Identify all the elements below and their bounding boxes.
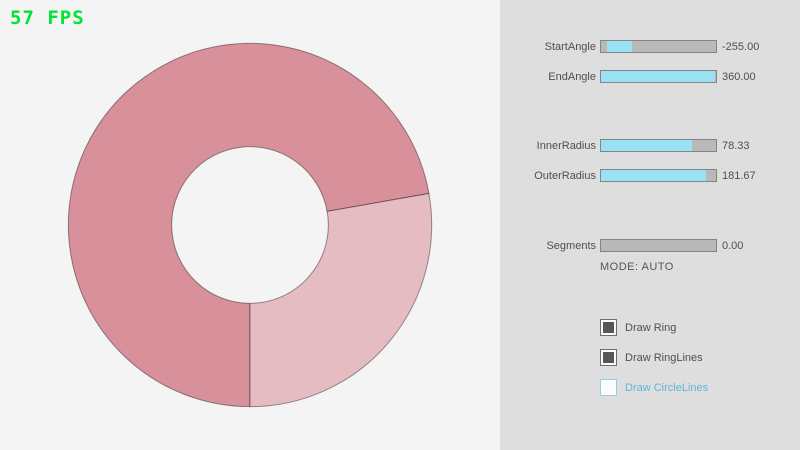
start-angle-value: -255.00 (722, 41, 760, 53)
segments-slider[interactable] (600, 239, 717, 252)
outer-radius-label: OuterRadius (534, 170, 596, 182)
start-angle-slider[interactable] (600, 40, 717, 53)
mode-label: MODE: AUTO (600, 261, 674, 273)
segments-value: 0.00 (722, 240, 744, 252)
inner-radius-slider[interactable] (600, 139, 717, 152)
draw-circlelines-checkbox[interactable] (600, 379, 617, 396)
end-angle-slider-fill (601, 71, 715, 82)
outer-radius-slider-fill (601, 170, 706, 181)
inner-radius-label: InnerRadius (536, 140, 596, 152)
start-angle-slider-fill (606, 41, 633, 52)
segments-label: Segments (546, 240, 596, 252)
draw-circlelines-label: Draw CircleLines (625, 382, 709, 394)
ring-sector-dark (67, 42, 430, 408)
inner-radius-value: 78.33 (722, 140, 750, 152)
draw-ringlines-checkbox[interactable] (600, 349, 617, 366)
draw-ringlines-label: Draw RingLines (625, 352, 703, 364)
start-angle-label: StartAngle (544, 41, 596, 53)
ring-sector-light (249, 192, 433, 408)
draw-ring-checkmark (603, 322, 614, 333)
end-angle-slider[interactable] (600, 70, 717, 83)
fps-counter: 57 FPS (10, 7, 85, 29)
outer-radius-value: 181.67 (722, 170, 756, 182)
inner-radius-slider-fill (601, 140, 692, 151)
draw-ring-label: Draw Ring (625, 322, 677, 334)
end-angle-value: 360.00 (722, 71, 756, 83)
end-angle-label: EndAngle (548, 71, 596, 83)
draw-ring-checkbox[interactable] (600, 319, 617, 336)
draw-ringlines-checkmark (603, 352, 614, 363)
outer-radius-slider[interactable] (600, 169, 717, 182)
